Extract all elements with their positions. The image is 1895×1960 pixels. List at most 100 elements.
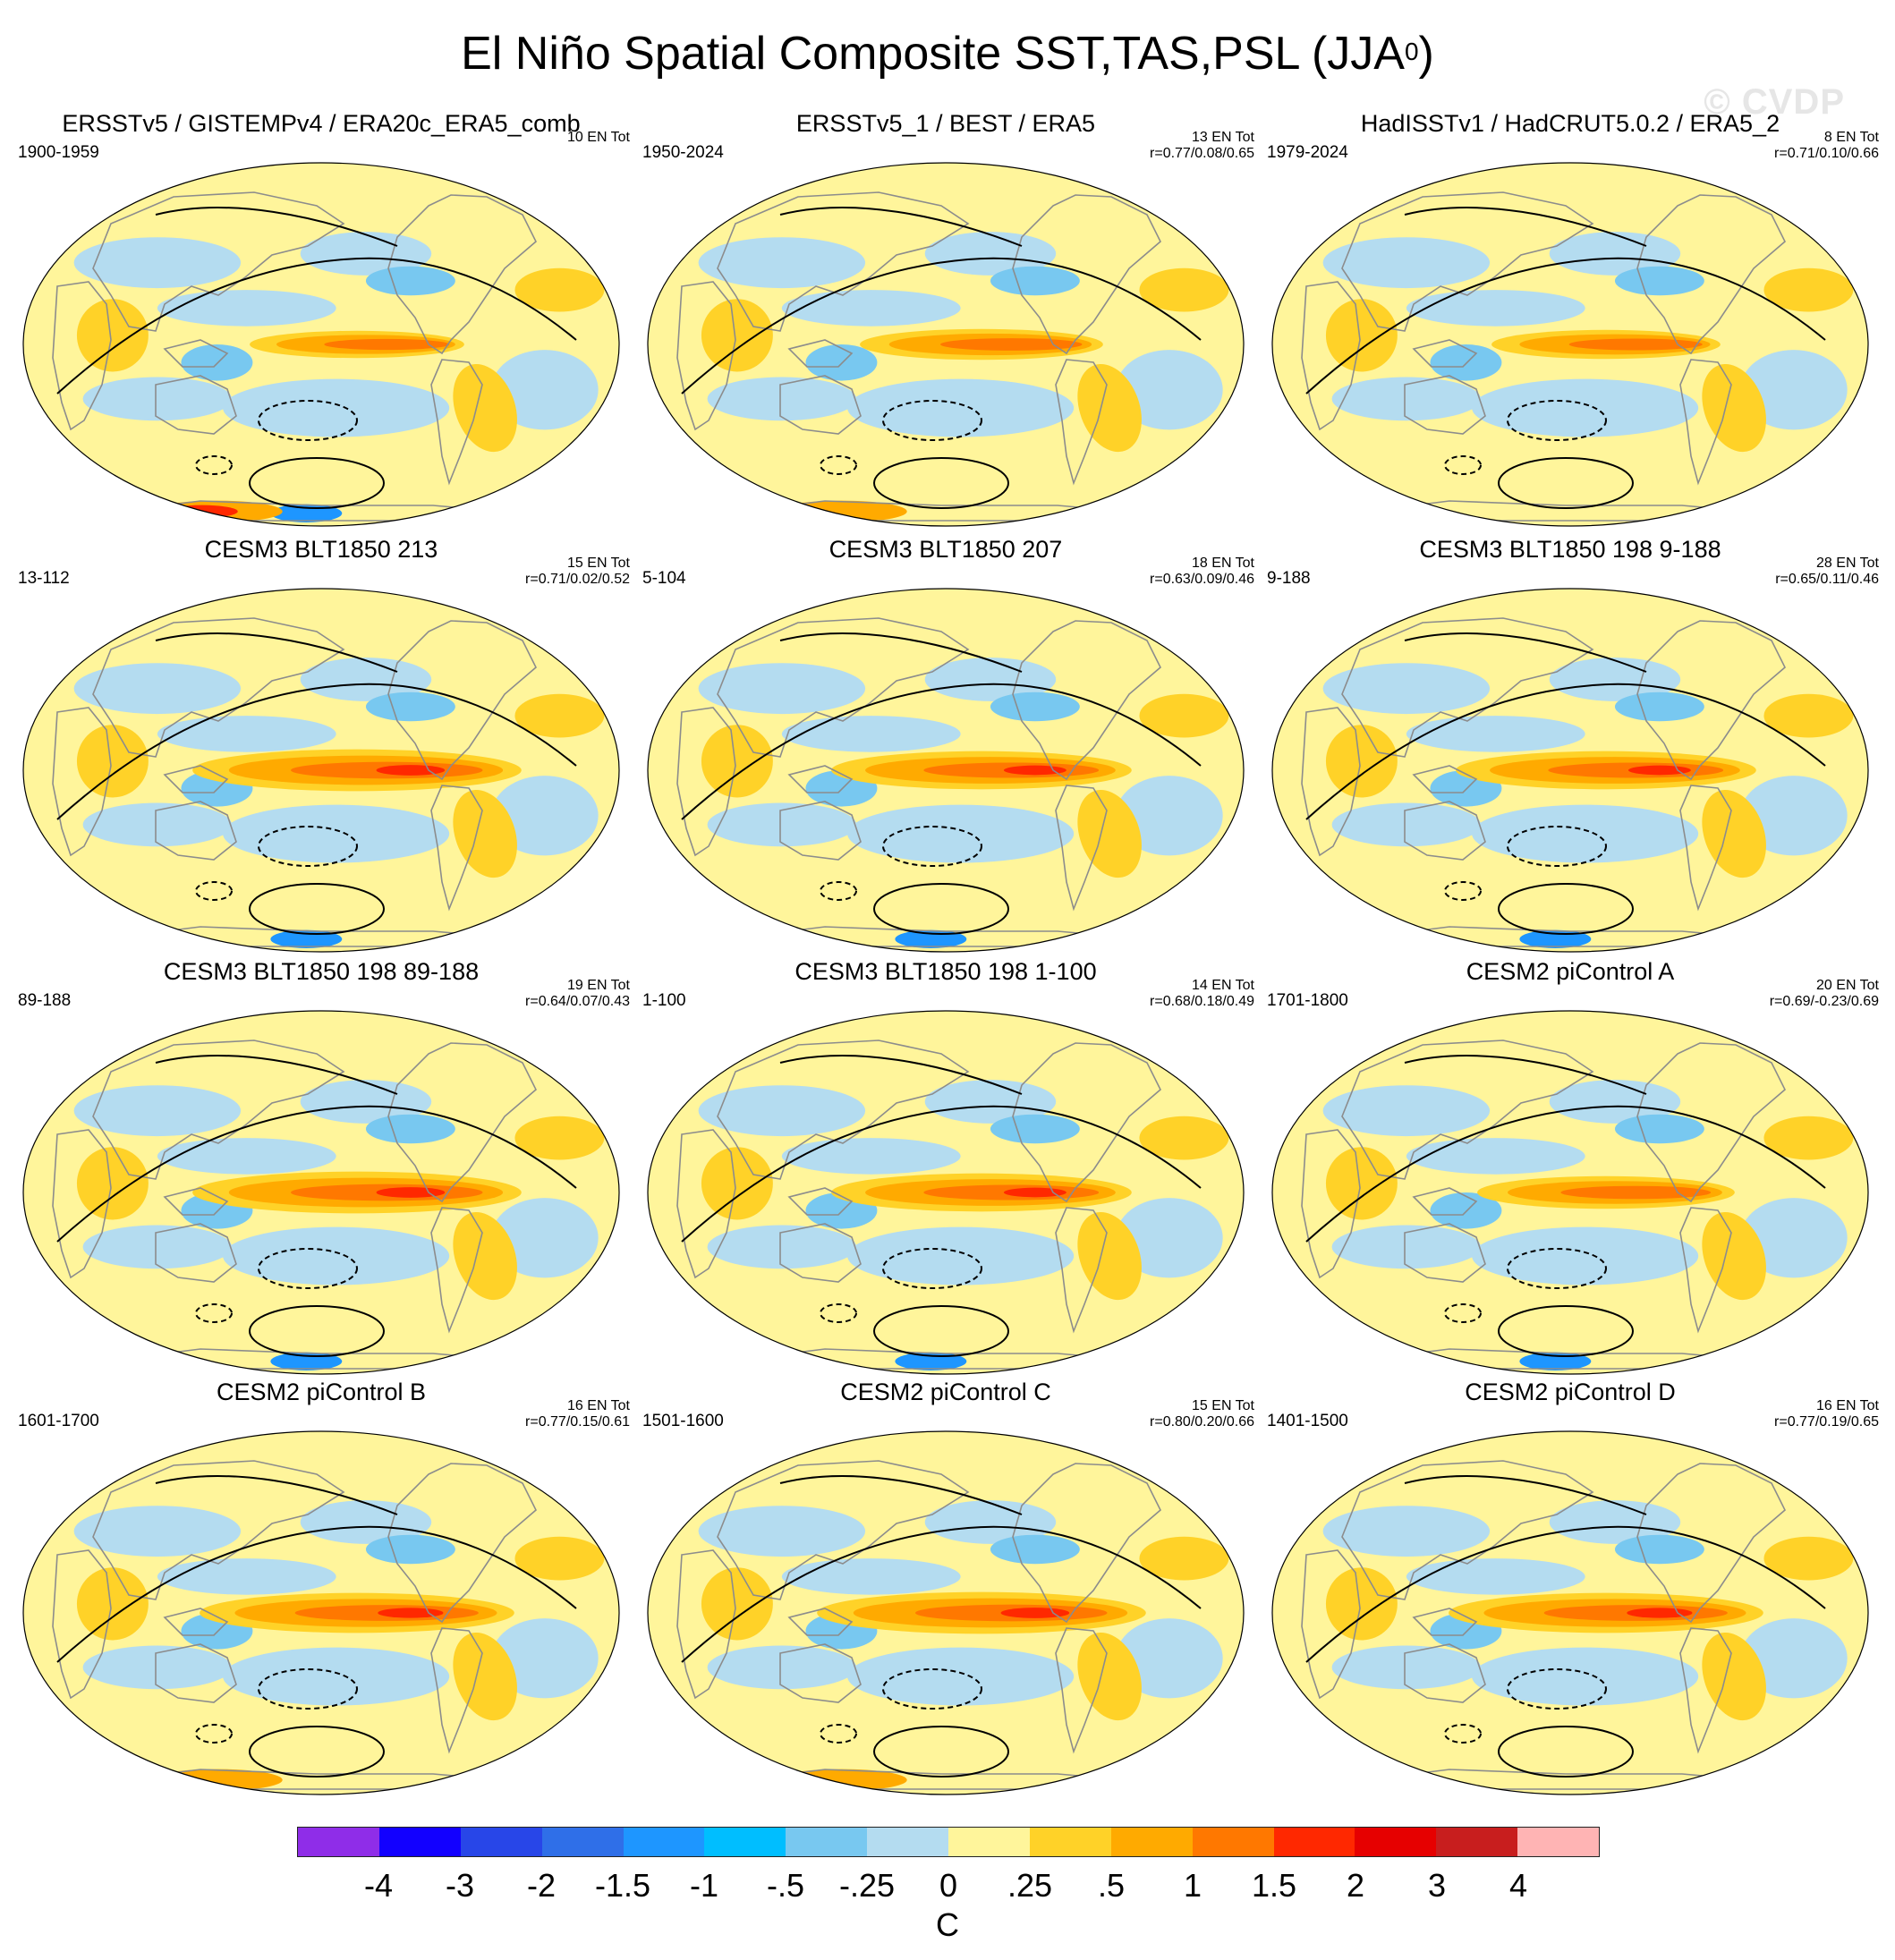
- cool-patch: [1115, 1198, 1223, 1278]
- colorbar-tick-label: -2: [526, 1867, 557, 1904]
- cool-patch: [1406, 1558, 1585, 1595]
- cool-patch: [157, 290, 336, 327]
- psl-contour: [873, 1305, 1009, 1357]
- panel-pattern-correlation: r=0.64/0.07/0.43: [525, 994, 630, 1009]
- psl-contour-negative: [195, 1303, 233, 1323]
- cool-patch: [300, 1500, 432, 1544]
- warm-patch: [76, 725, 149, 798]
- nino-warm-tongue: [1560, 1185, 1712, 1200]
- continent-outline: [430, 785, 483, 912]
- psl-contour: [155, 207, 398, 247]
- anomaly-field: [648, 1431, 1244, 1795]
- colorbar-tick-labels: -4 -3 -2 -1.5 -1 -.5 -.25 0 .25 .5 1 1.5 2 3 4: [297, 1866, 1600, 1905]
- map-frame: [22, 1430, 620, 1795]
- warm-patch: [76, 299, 149, 372]
- psl-contour: [1404, 1475, 1647, 1515]
- psl-contour: [1498, 457, 1634, 509]
- panel-event-count: 15 EN Tot: [1192, 1398, 1254, 1413]
- continent-outline: [163, 339, 229, 368]
- panel-period: 1701-1800: [1267, 991, 1348, 1010]
- panel-period: 1401-1500: [1267, 1412, 1348, 1430]
- psl-contour: [56, 1105, 577, 1243]
- nino-warm-tongue: [940, 338, 1083, 351]
- psl-contour-negative: [1507, 1248, 1607, 1289]
- map-frame: [1271, 588, 1869, 953]
- map-frame: [1271, 162, 1869, 527]
- cool-patch: [1614, 1114, 1704, 1144]
- continent-outline: [1679, 1627, 1732, 1754]
- continent-outline: [787, 1187, 854, 1216]
- map-frame: [22, 1010, 620, 1375]
- cool-patch: [365, 692, 455, 722]
- continent-outline: [1012, 1042, 1161, 1203]
- psl-contour-negative: [882, 1248, 982, 1289]
- psl-contour: [56, 257, 577, 395]
- psl-contour: [873, 457, 1009, 509]
- psl-contour-negative: [820, 1724, 857, 1744]
- cool-patch: [1331, 802, 1482, 847]
- nino-warm-tongue: [1003, 765, 1066, 776]
- panel-pattern-correlation: r=0.68/0.18/0.49: [1150, 994, 1254, 1009]
- cool-patch: [781, 1138, 961, 1175]
- robinson-map: [1271, 1010, 1869, 1375]
- psl-contour-negative: [1507, 400, 1607, 441]
- continent-outline: [676, 707, 736, 857]
- robinson-map: [1271, 588, 1869, 953]
- psl-contour: [1498, 1305, 1634, 1357]
- panel-title: ERSSTv5 / GISTEMPv4 / ERA20c_ERA5_comb: [62, 110, 581, 137]
- panel-title: ERSSTv5_1 / BEST / ERA5: [795, 110, 1096, 137]
- nino-warm-tongue: [1627, 765, 1691, 776]
- cool-patch: [1614, 266, 1704, 296]
- robinson-map: [647, 1430, 1245, 1795]
- continent-outline: [1301, 1549, 1361, 1700]
- continent-outline: [1404, 1223, 1486, 1283]
- psl-contour-negative: [882, 826, 982, 867]
- cool-patch: [698, 663, 866, 715]
- cool-patch: [1472, 1647, 1699, 1706]
- cool-patch: [1406, 290, 1585, 327]
- cool-patch: [490, 776, 599, 856]
- continent-outline: [717, 1460, 970, 1600]
- cool-patch: [805, 344, 878, 381]
- continent-outline: [387, 620, 537, 781]
- robinson-map: [22, 162, 620, 527]
- continent-outline: [1412, 1608, 1478, 1636]
- continent-outline: [1012, 620, 1161, 781]
- robinson-map: [1271, 162, 1869, 527]
- cool-patch: [73, 237, 242, 289]
- continent-outline: [1341, 1460, 1594, 1600]
- warm-patch: [701, 299, 773, 372]
- cool-patch: [223, 804, 450, 863]
- colorbar-tick-label: -4: [363, 1867, 394, 1904]
- continent-outline: [1636, 1463, 1786, 1624]
- warm-patch: [1139, 1536, 1229, 1581]
- continent-outline: [155, 1223, 237, 1283]
- warm-patch: [701, 725, 773, 798]
- map-frame: [1271, 1010, 1869, 1375]
- cool-patch: [82, 1645, 233, 1690]
- panel-event-count: 15 EN Tot: [567, 556, 630, 571]
- colorbar-tick-label: -.5: [766, 1867, 805, 1904]
- cool-patch: [157, 716, 336, 752]
- continent-outline: [155, 375, 237, 435]
- cool-patch: [157, 1138, 336, 1175]
- cool-patch: [1549, 658, 1681, 701]
- psl-contour: [56, 1525, 577, 1663]
- colorbar-swatch: [1110, 1828, 1193, 1856]
- map-panel: CESM2 piControl C 1501-1600 15 EN Tot r=…: [637, 1378, 1254, 1798]
- psl-contour-negative: [258, 1248, 358, 1289]
- map-frame: [647, 1010, 1245, 1375]
- psl-contour: [1404, 1055, 1647, 1095]
- colorbar-swatch: [1029, 1828, 1111, 1856]
- map-panel: CESM3 BLT1850 198 1-100 1-100 14 EN Tot …: [637, 957, 1254, 1378]
- colorbar-swatch: [704, 1828, 786, 1856]
- cool-patch: [1739, 776, 1848, 856]
- map-panel: CESM2 piControl A 1701-1800 20 EN Tot r=…: [1262, 957, 1879, 1378]
- continent-outline: [787, 1608, 854, 1636]
- psl-contour: [1305, 683, 1826, 820]
- panel-pattern-correlation: r=0.77/0.19/0.65: [1774, 1414, 1879, 1430]
- continent-outline: [1012, 194, 1161, 355]
- anomaly-field: [1272, 163, 1868, 526]
- cool-patch: [707, 1225, 857, 1269]
- anomaly-field: [1272, 1011, 1868, 1374]
